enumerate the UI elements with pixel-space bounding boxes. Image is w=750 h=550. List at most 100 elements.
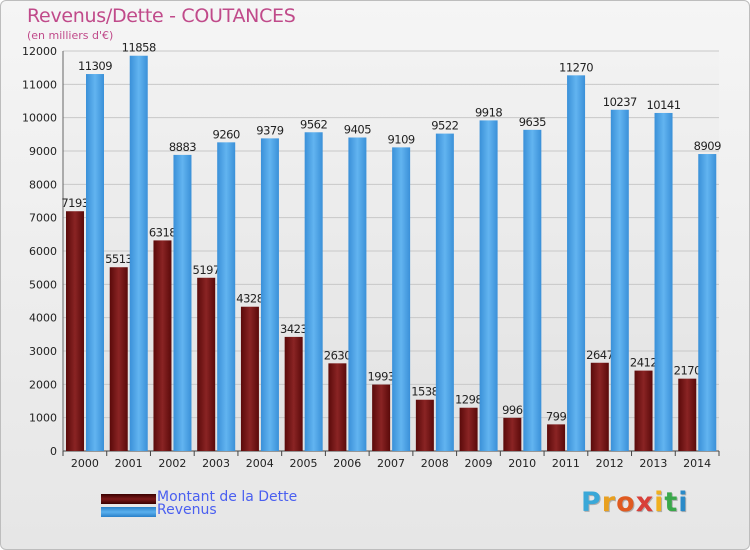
bar-revenue-2003	[217, 142, 236, 452]
data-label-revenue-2002: 8883	[169, 140, 196, 154]
y-tick-label-1000: 1000	[29, 412, 57, 425]
data-label-revenue-2011: 11270	[559, 60, 593, 74]
y-tick-label-8000: 8000	[29, 178, 57, 191]
logo-letter-3: x	[635, 487, 655, 518]
bar-debt-2003	[197, 277, 216, 451]
logo-letter-2: o	[616, 487, 636, 518]
bar-revenue-2011	[567, 75, 586, 451]
y-tick-label-7000: 7000	[29, 212, 57, 225]
logo-letter-1: r	[601, 487, 617, 518]
legend-label-debt: Montant de la Dette	[157, 489, 298, 505]
data-label-revenue-2007: 9109	[387, 132, 414, 146]
bar-revenue-2006	[348, 137, 367, 451]
data-label-debt-2002: 6318	[149, 225, 176, 239]
x-tick-label-2000: 2000	[71, 457, 99, 470]
data-label-debt-2011: 799	[546, 409, 567, 423]
x-tick-label-2014: 2014	[683, 457, 711, 470]
bar-debt-2006	[328, 363, 347, 451]
x-tick-label-2006: 2006	[333, 457, 361, 470]
bar-debt-2005	[284, 336, 303, 451]
data-label-revenue-2004: 9379	[256, 123, 283, 137]
y-tick-label-2000: 2000	[29, 378, 57, 391]
bar-revenue-2008	[435, 133, 454, 451]
y-tick-label-9000: 9000	[29, 145, 57, 158]
data-label-debt-2013: 2412	[630, 356, 657, 370]
y-tick-label-6000: 6000	[29, 245, 57, 258]
x-tick-label-2009: 2009	[464, 457, 492, 470]
bar-debt-2004	[240, 306, 259, 451]
data-label-revenue-2012: 10237	[603, 95, 637, 109]
bar-debt-2011	[547, 424, 566, 451]
x-tick-label-2001: 2001	[115, 457, 143, 470]
bar-revenue-2010	[523, 129, 542, 452]
x-tick-label-2012: 2012	[596, 457, 624, 470]
data-label-revenue-2013: 10141	[646, 98, 680, 112]
bar-debt-2012	[590, 362, 609, 451]
legend-swatch-revenue	[101, 507, 156, 517]
x-tick-label-2011: 2011	[552, 457, 580, 470]
x-tick-label-2002: 2002	[158, 457, 186, 470]
data-label-debt-2005: 3423	[280, 322, 307, 336]
data-label-revenue-2000: 11309	[78, 59, 112, 73]
data-label-revenue-2010: 9635	[519, 115, 546, 129]
data-label-debt-2000: 7193	[61, 196, 88, 210]
chart-subtitle: (en milliers d'€)	[27, 29, 114, 42]
data-label-debt-2006: 2630	[324, 348, 351, 362]
legend-label-revenue: Revenus	[157, 502, 217, 518]
x-tick-label-2007: 2007	[377, 457, 405, 470]
legend-swatch-debt	[101, 494, 156, 504]
data-label-debt-2012: 2647	[586, 348, 613, 362]
data-label-revenue-2001: 11858	[122, 41, 156, 55]
bar-revenue-2012	[610, 109, 629, 452]
bar-revenue-2000	[86, 74, 104, 452]
data-label-revenue-2005: 9562	[300, 117, 327, 131]
x-tick-label-2008: 2008	[421, 457, 449, 470]
bar-debt-2010	[503, 417, 522, 451]
proxiti-logo: Proxiti	[581, 487, 689, 518]
data-label-debt-2008: 1538	[411, 385, 438, 399]
bar-debt-2008	[415, 399, 434, 451]
y-tick-label-5000: 5000	[29, 278, 57, 291]
chart-title: Revenus/Dette - COUTANCES	[27, 5, 296, 27]
y-tick-label-4000: 4000	[29, 312, 57, 325]
logo-letter-0: P	[581, 487, 602, 518]
bar-revenue-2002	[173, 154, 192, 451]
bar-revenue-2001	[129, 55, 148, 451]
bar-revenue-2014	[698, 154, 717, 452]
bar-debt-2001	[109, 267, 128, 451]
data-label-debt-2010: 996	[502, 403, 523, 417]
x-tick-label-2003: 2003	[202, 457, 230, 470]
x-tick-label-2005: 2005	[290, 457, 318, 470]
data-label-revenue-2003: 9260	[213, 127, 240, 141]
x-tick-label-2013: 2013	[639, 457, 667, 470]
data-label-debt-2001: 5513	[105, 252, 132, 266]
logo-letter-4: i	[654, 487, 665, 518]
bar-revenue-2007	[392, 147, 411, 451]
x-tick-label-2010: 2010	[508, 457, 536, 470]
y-tick-label-10000: 10000	[22, 112, 57, 125]
bar-revenue-2009	[479, 120, 498, 452]
logo-letter-5: t	[664, 487, 679, 518]
data-label-revenue-2008: 9522	[431, 119, 458, 133]
data-label-debt-2003: 5197	[193, 263, 220, 277]
data-label-debt-2009: 1298	[455, 393, 482, 407]
data-label-revenue-2014: 8909	[694, 139, 721, 153]
data-label-debt-2014: 2170	[674, 364, 701, 378]
logo-letter-6: i	[678, 487, 689, 518]
bar-revenue-2005	[304, 132, 323, 451]
bar-revenue-2013	[654, 112, 673, 451]
data-label-revenue-2006: 9405	[344, 123, 371, 137]
bar-debt-2002	[153, 240, 172, 451]
y-tick-label-3000: 3000	[29, 345, 57, 358]
bar-debt-2014	[678, 378, 697, 451]
y-tick-label-11000: 11000	[22, 78, 57, 91]
data-label-debt-2007: 1993	[367, 370, 394, 384]
bar-debt-2013	[634, 370, 653, 451]
bar-debt-2007	[372, 384, 391, 451]
bar-revenue-2004	[260, 138, 279, 451]
y-tick-label-0: 0	[50, 445, 57, 458]
data-label-revenue-2009: 9918	[475, 105, 502, 119]
bar-debt-2009	[459, 407, 478, 451]
